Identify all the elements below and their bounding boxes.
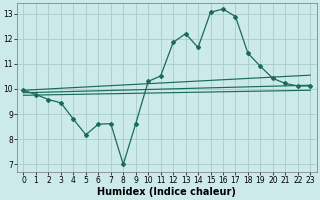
X-axis label: Humidex (Indice chaleur): Humidex (Indice chaleur) — [98, 187, 236, 197]
